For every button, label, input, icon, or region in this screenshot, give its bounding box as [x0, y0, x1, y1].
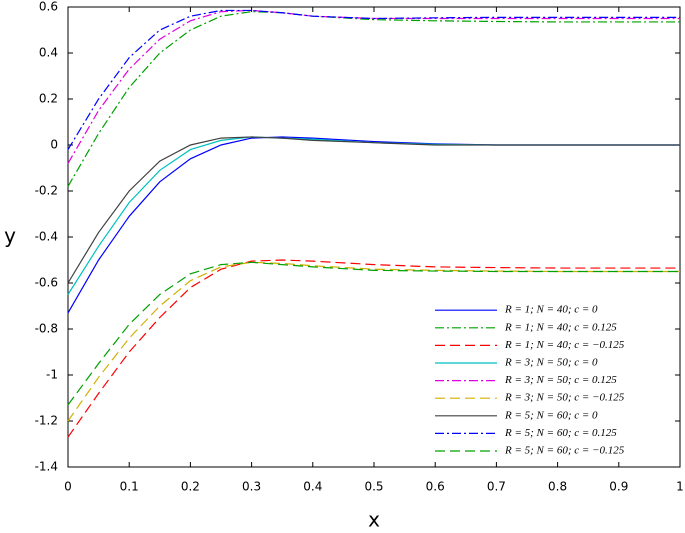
x-tick-label: 1	[676, 480, 684, 494]
x-tick-label: 0.2	[181, 480, 200, 494]
x-tick-label: 0	[64, 480, 72, 494]
y-tick-label: 0	[50, 138, 58, 152]
series-line	[67, 9, 680, 150]
x-tick-label: 0.4	[303, 480, 322, 494]
series-line	[67, 10, 680, 187]
x-tick-label: 0.5	[364, 480, 383, 494]
legend-label: R = 3; N = 50; c = −0.125	[504, 392, 625, 404]
x-tick-label: 0.3	[242, 480, 261, 494]
y-axis-label: y	[4, 224, 16, 248]
series-line	[67, 259, 680, 438]
legend-label: R = 1; N = 40; c = −0.125	[504, 339, 625, 351]
legend-label: R = 5; N = 60; c = 0	[504, 409, 598, 421]
y-tick-label: 0.4	[39, 46, 58, 60]
x-tick-label: 0.8	[548, 480, 567, 494]
legend-label: R = 5; N = 60; c = −0.125	[504, 445, 625, 457]
series-line	[67, 9, 680, 164]
x-tick-label: 0.6	[426, 480, 445, 494]
series-line	[67, 136, 680, 284]
x-axis-label: x	[368, 508, 380, 532]
y-tick-label: -0.8	[35, 322, 58, 336]
series-line	[67, 261, 680, 406]
series-line	[67, 136, 680, 314]
y-tick-label: 0.2	[39, 92, 58, 106]
y-tick-label: -1	[46, 368, 58, 382]
y-tick-label: -0.2	[35, 184, 58, 198]
x-tick-label: 0.7	[487, 480, 506, 494]
y-tick-label: -0.6	[35, 276, 58, 290]
legend-label: R = 3; N = 50; c = 0.125	[504, 374, 617, 386]
y-tick-label: -0.4	[35, 230, 58, 244]
y-tick-label: 0.6	[39, 0, 58, 14]
legend-label: R = 1; N = 40; c = 0.125	[504, 321, 617, 333]
x-tick-label: 0.9	[609, 480, 628, 494]
legend-label: R = 3; N = 50; c = 0	[504, 357, 598, 369]
y-tick-label: -1.4	[35, 460, 58, 474]
x-tick-label: 0.1	[120, 480, 139, 494]
legend-label: R = 1; N = 40; c = 0	[504, 304, 598, 316]
legend-label: R = 5; N = 60; c = 0.125	[504, 427, 617, 439]
y-tick-label: -1.2	[35, 414, 58, 428]
